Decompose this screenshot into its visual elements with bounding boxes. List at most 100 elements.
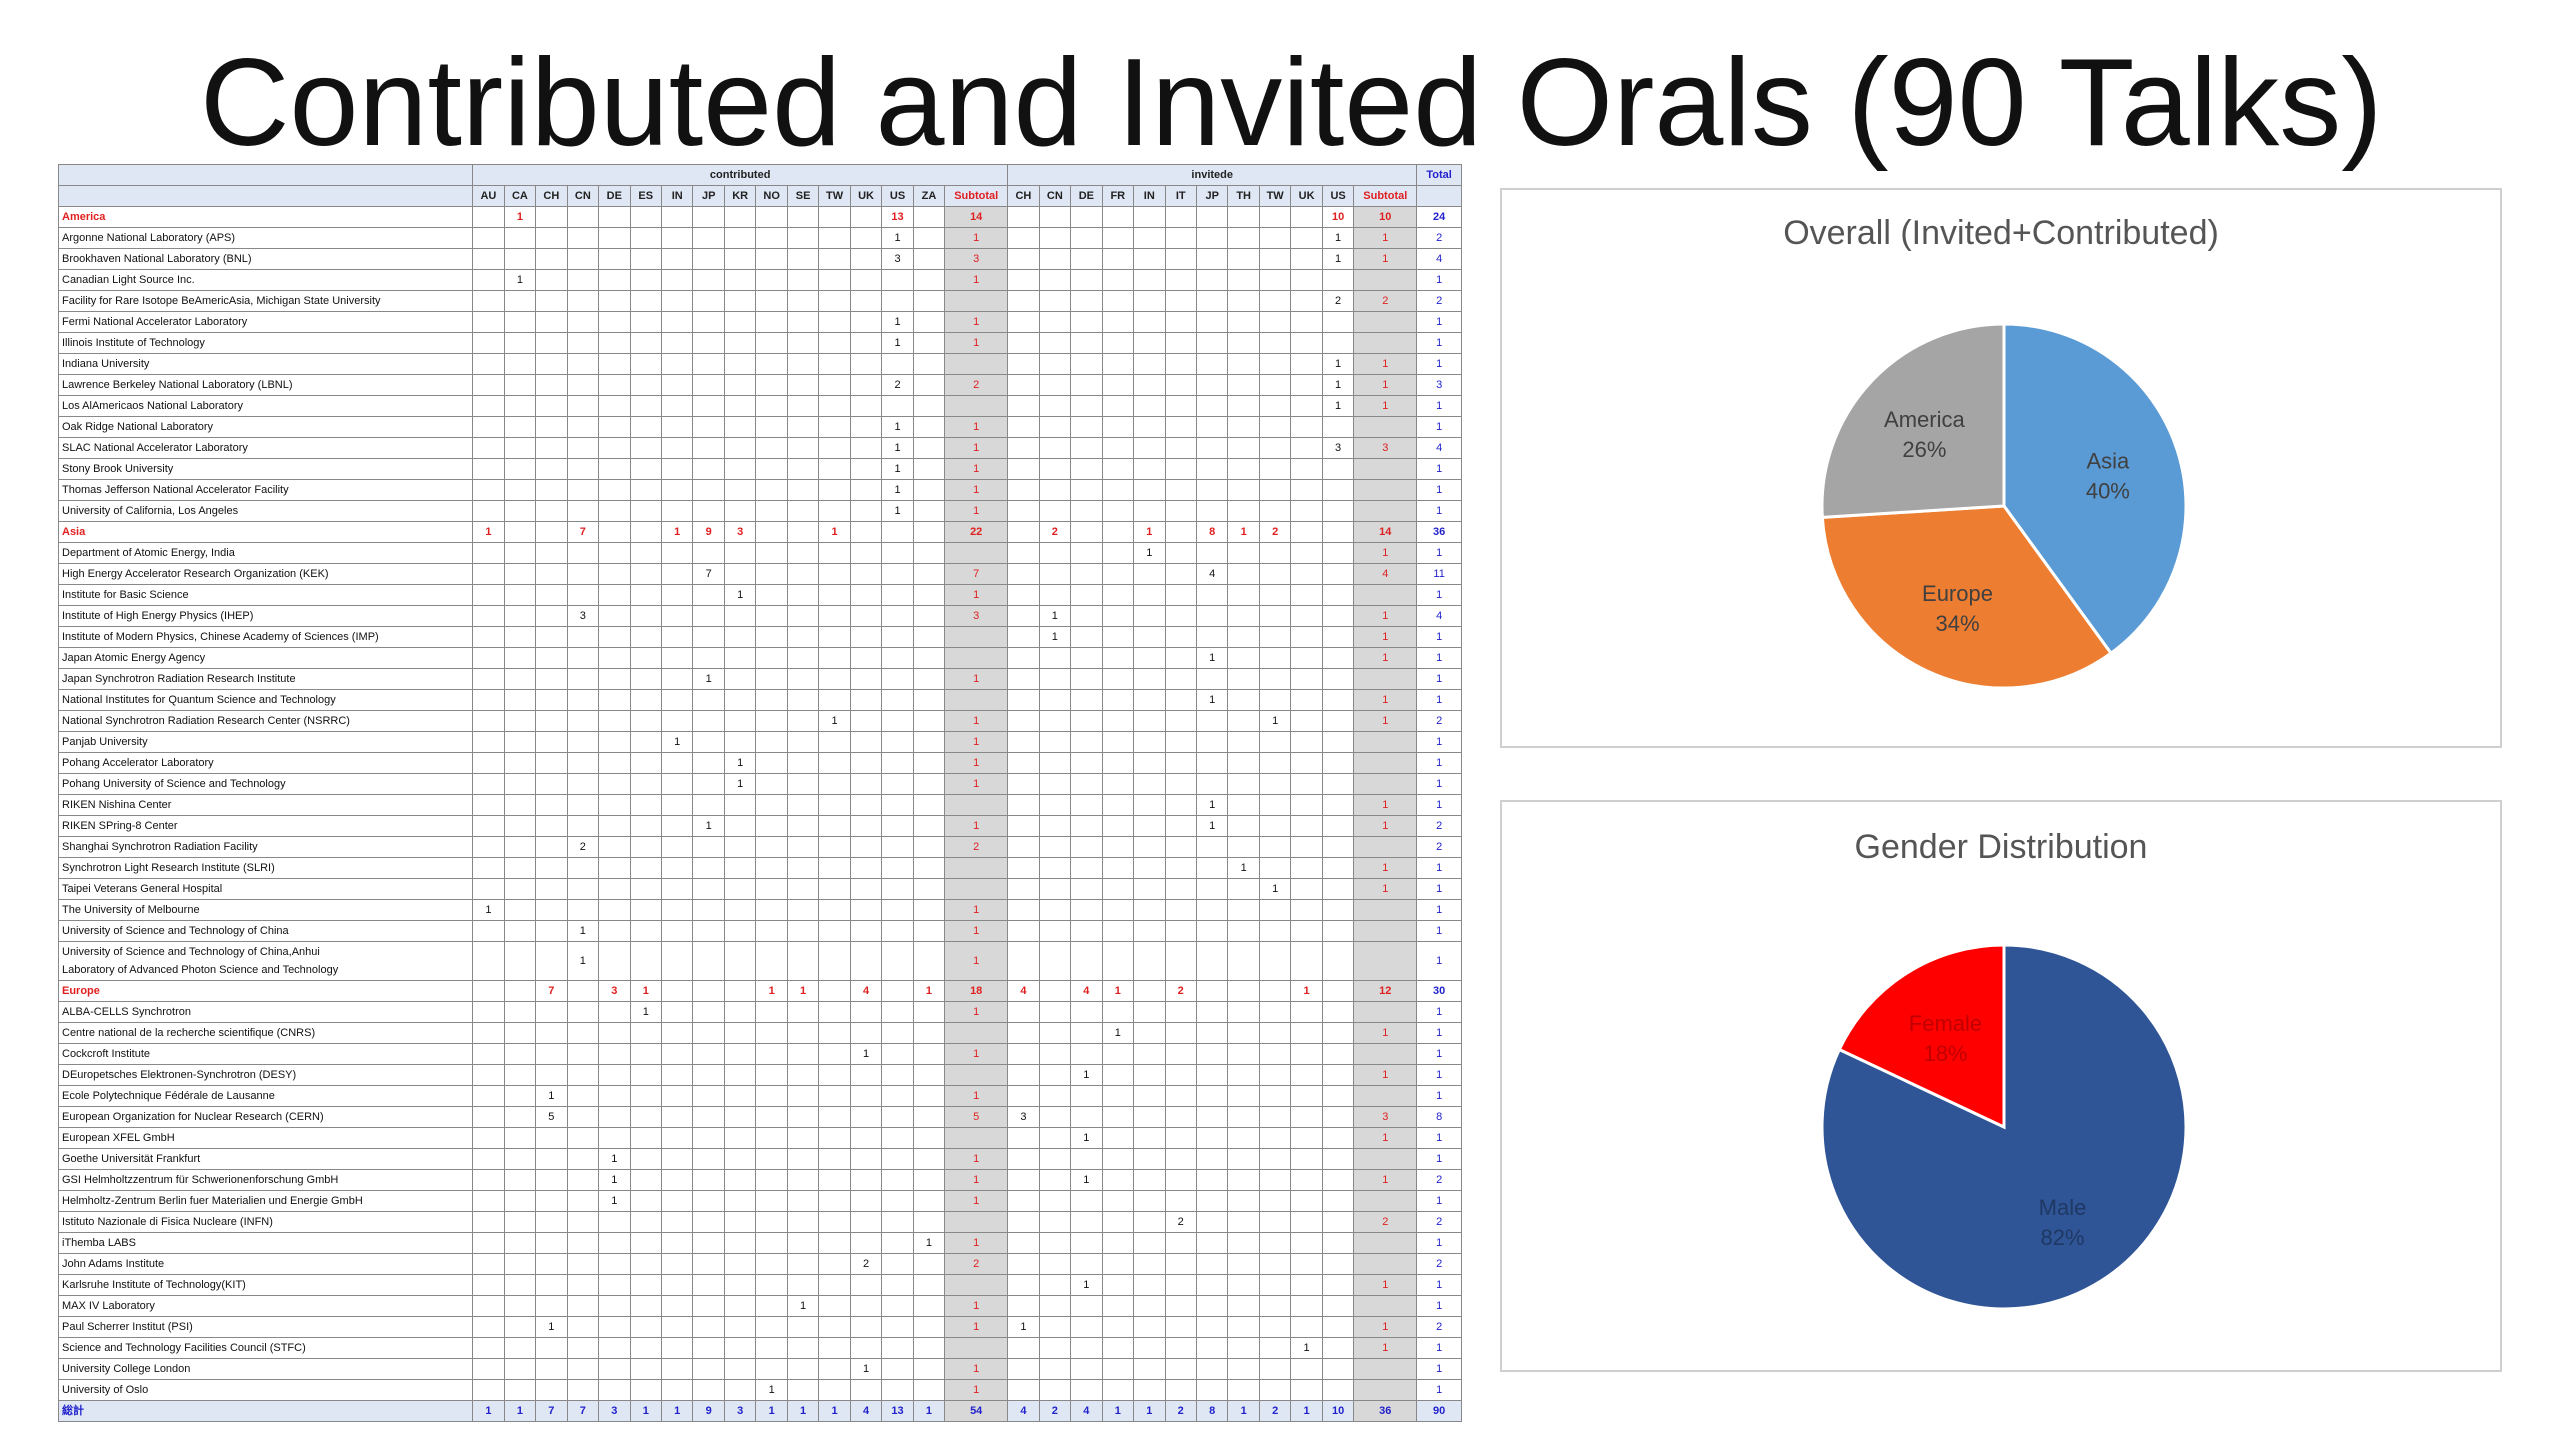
contributed-cell [629, 458, 663, 480]
invited-cell [1133, 1148, 1166, 1170]
contributed-cell [818, 1022, 851, 1044]
invited-cell [1164, 1001, 1197, 1023]
contributed-cell [912, 647, 946, 669]
table-row: ALBA-CELLS Synchrotron 1 1 1 [57, 1001, 1462, 1023]
invited-cell [1227, 647, 1260, 669]
contributed-cell [629, 1022, 663, 1044]
invited-cell [1007, 437, 1040, 459]
invited-cell [1227, 458, 1260, 480]
invited-cell [1038, 290, 1072, 312]
contributed-cell [660, 584, 694, 606]
table-row: Fermi National Accelerator Laboratory 1 1 1 [57, 311, 1462, 333]
contributed-cell [566, 1316, 600, 1338]
contributed-cell [849, 206, 883, 228]
contributed-cell: 1 [944, 416, 1009, 438]
invited-cell [1070, 773, 1103, 795]
contributed-cell [912, 206, 946, 228]
contributed-cell [503, 500, 537, 522]
contributed-cell [472, 1316, 505, 1338]
invited-cell [1101, 437, 1135, 459]
contributed-cell [786, 1001, 820, 1023]
contributed-cell [818, 773, 851, 795]
contributed-cell: 22 [944, 521, 1009, 543]
invited-cell: 1 [1070, 1127, 1103, 1149]
contributed-cell [598, 542, 631, 564]
invited-cell [1164, 878, 1197, 900]
contributed-cell [912, 626, 946, 648]
contributed-cell [849, 773, 883, 795]
contributed-cell [849, 542, 883, 564]
invited-cell [1007, 1358, 1040, 1380]
column-header: JP [692, 185, 725, 207]
contributed-cell [598, 731, 631, 753]
invited-cell [1007, 836, 1040, 858]
invited-cell [1227, 269, 1260, 291]
contributed-cell [755, 605, 788, 627]
contributed-cell [818, 269, 851, 291]
invited-cell [1038, 458, 1072, 480]
column-header: SE [786, 185, 820, 207]
contributed-cell [629, 290, 663, 312]
invited-cell [1258, 1127, 1292, 1149]
invited-cell [1038, 269, 1072, 291]
contributed-cell [692, 1043, 725, 1065]
invited-cell [1133, 647, 1166, 669]
contributed-cell [535, 1064, 568, 1086]
contributed-cell [660, 689, 694, 711]
contributed-cell [723, 1337, 757, 1359]
invited-cell [1038, 773, 1072, 795]
invited-cell [1321, 710, 1355, 732]
contributed-cell [944, 878, 1009, 900]
contributed-cell [849, 815, 883, 837]
contributed-cell [660, 542, 694, 564]
institution-name: 総計 [57, 1400, 474, 1422]
contributed-cell [692, 1253, 725, 1275]
contributed-cell [566, 752, 600, 774]
invited-cell [1258, 332, 1292, 354]
invited-cell [1101, 206, 1135, 228]
contributed-cell [503, 899, 537, 921]
invited-cell [1007, 1127, 1040, 1149]
contributed-cell [912, 1148, 946, 1170]
contributed-cell [818, 815, 851, 837]
contributed-cell [629, 794, 663, 816]
contributed-cell [755, 353, 788, 375]
contributed-cell [472, 542, 505, 564]
contributed-cell [503, 605, 537, 627]
invited-cell [1133, 710, 1166, 732]
contributed-cell [912, 458, 946, 480]
contributed-cell [881, 1232, 914, 1254]
column-header: TH [1227, 185, 1260, 207]
contributed-cell [566, 626, 600, 648]
column-header: ZA [912, 185, 946, 207]
invited-cell [1227, 1211, 1260, 1233]
invited-cell [1195, 836, 1229, 858]
invited-cell: 4 [1353, 563, 1418, 585]
contributed-cell [723, 1190, 757, 1212]
invited-cell [1007, 668, 1040, 690]
table-row: University of Science and Technology of … [57, 920, 1462, 942]
contributed-cell [723, 1295, 757, 1317]
institution-name: Europe [57, 980, 474, 1002]
invited-cell [1038, 353, 1072, 375]
contributed-cell [723, 1148, 757, 1170]
contributed-cell [849, 311, 883, 333]
contributed-cell [912, 374, 946, 396]
invited-cell [1164, 668, 1197, 690]
table-row: MAX IV Laboratory 1 1 1 [57, 1295, 1462, 1317]
contributed-cell [723, 794, 757, 816]
invited-cell: 1 [1353, 1316, 1418, 1338]
contributed-cell [692, 542, 725, 564]
contributed-cell: 14 [944, 206, 1009, 228]
institution-name: University of California, Los Angeles [57, 500, 474, 522]
contributed-cell [849, 1022, 883, 1044]
contributed-cell [660, 1106, 694, 1128]
contributed-cell [818, 248, 851, 270]
contributed-cell [692, 1022, 725, 1044]
contributed-cell [692, 206, 725, 228]
contributed-cell [535, 605, 568, 627]
contributed-cell [723, 878, 757, 900]
invited-cell [1321, 1211, 1355, 1233]
contributed-cell: 1 [944, 458, 1009, 480]
institution-name: The University of Melbourne [57, 899, 474, 921]
